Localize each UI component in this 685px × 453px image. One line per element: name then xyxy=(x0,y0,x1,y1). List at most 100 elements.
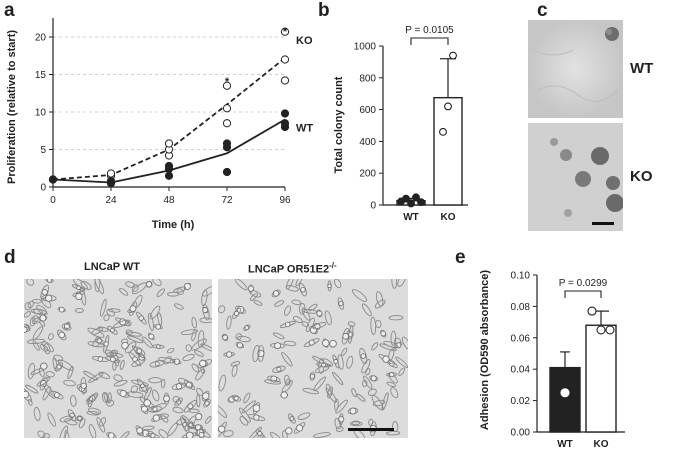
cell-body xyxy=(395,342,402,349)
proliferation-chart: Proliferation (relative to start) Time (… xyxy=(6,18,313,231)
y-axis-label: Proliferation (relative to start) xyxy=(6,30,18,184)
data-point-ko xyxy=(222,104,232,113)
cell xyxy=(287,413,296,424)
cell xyxy=(295,279,304,287)
cell xyxy=(112,362,117,371)
series-line-ko xyxy=(52,57,286,181)
cell xyxy=(283,340,297,347)
cell-body xyxy=(309,326,318,334)
bar-ko xyxy=(585,324,617,433)
cell xyxy=(194,350,204,357)
cell-body xyxy=(136,348,142,354)
panel-letter-e: e xyxy=(455,247,466,268)
colony-blob xyxy=(560,149,572,161)
cell xyxy=(334,417,342,430)
cell xyxy=(205,416,212,424)
cell xyxy=(269,431,283,438)
cell-body xyxy=(136,427,143,434)
cell xyxy=(231,364,238,377)
cell-body xyxy=(58,306,65,313)
cell-body xyxy=(202,392,210,400)
cell xyxy=(92,338,102,347)
cell xyxy=(334,279,342,289)
cell xyxy=(163,356,172,365)
micrograph-d-ko xyxy=(218,279,408,438)
cell xyxy=(125,331,142,337)
colony-blob xyxy=(575,171,591,187)
cell xyxy=(172,406,184,414)
cell xyxy=(312,355,325,364)
cell-body xyxy=(349,407,357,415)
y-tick-label: 0.00 xyxy=(511,428,531,439)
cell-body xyxy=(175,383,183,390)
cell xyxy=(103,314,110,322)
cell-body xyxy=(233,310,240,317)
cell xyxy=(78,418,86,429)
cell xyxy=(301,308,318,314)
cell xyxy=(388,348,395,362)
cell xyxy=(200,343,212,352)
significance-bracket xyxy=(564,290,602,298)
cell xyxy=(125,281,136,288)
cell-body xyxy=(150,433,156,438)
micrograph-c-wt xyxy=(528,20,623,118)
cell xyxy=(281,352,293,367)
cell-body xyxy=(309,373,315,379)
x-tick-label-wt: WT xyxy=(557,439,573,450)
cell xyxy=(363,375,373,390)
cell xyxy=(109,349,119,356)
cell xyxy=(59,425,69,438)
cell xyxy=(158,429,169,438)
cell xyxy=(125,329,133,335)
cell xyxy=(176,288,184,295)
cell xyxy=(185,344,192,352)
cell-body xyxy=(148,333,155,340)
cell-body xyxy=(285,321,291,328)
data-point-wt xyxy=(407,199,415,208)
cell xyxy=(335,426,344,432)
cell xyxy=(282,430,288,438)
x-tick-label-wt: WT xyxy=(403,212,419,223)
y-axis-label: Adhesion (OD590 absorbance) xyxy=(479,270,491,430)
cell xyxy=(388,372,398,384)
cell xyxy=(172,395,180,403)
cell xyxy=(242,400,256,414)
cell xyxy=(148,377,162,384)
micrograph-c-ko xyxy=(528,123,623,231)
cell xyxy=(63,379,76,387)
panel-letter-a: a xyxy=(4,0,15,21)
cell xyxy=(113,380,128,387)
cell xyxy=(25,384,39,394)
cell-body xyxy=(141,405,148,413)
cell xyxy=(218,374,227,392)
cell xyxy=(361,303,372,317)
cell xyxy=(196,387,204,396)
x-axis-label: Time (h) xyxy=(152,219,195,231)
y-tick-label: 1000 xyxy=(354,42,377,53)
cell xyxy=(24,311,32,318)
bar-ko xyxy=(433,96,463,206)
cell xyxy=(47,412,56,427)
significance-star: * xyxy=(225,76,230,88)
cell-body xyxy=(252,404,261,412)
cell xyxy=(297,412,311,420)
cell xyxy=(27,362,36,380)
cell xyxy=(41,341,54,353)
cell xyxy=(173,286,187,293)
cell xyxy=(104,349,113,357)
cell-body xyxy=(195,413,203,421)
x-tick-label: 48 xyxy=(163,195,175,206)
data-point-ko xyxy=(605,325,615,335)
cell-body xyxy=(154,361,160,367)
micrograph-d-wt xyxy=(24,279,212,438)
cell xyxy=(157,312,163,326)
scale-bar xyxy=(592,222,614,225)
cell xyxy=(390,387,399,399)
cell-body xyxy=(222,334,228,341)
cell xyxy=(119,359,125,370)
cell xyxy=(302,387,320,395)
cell xyxy=(113,374,123,382)
y-tick-label: 20 xyxy=(35,33,47,44)
cell xyxy=(202,304,210,321)
data-point-ko xyxy=(596,325,606,335)
